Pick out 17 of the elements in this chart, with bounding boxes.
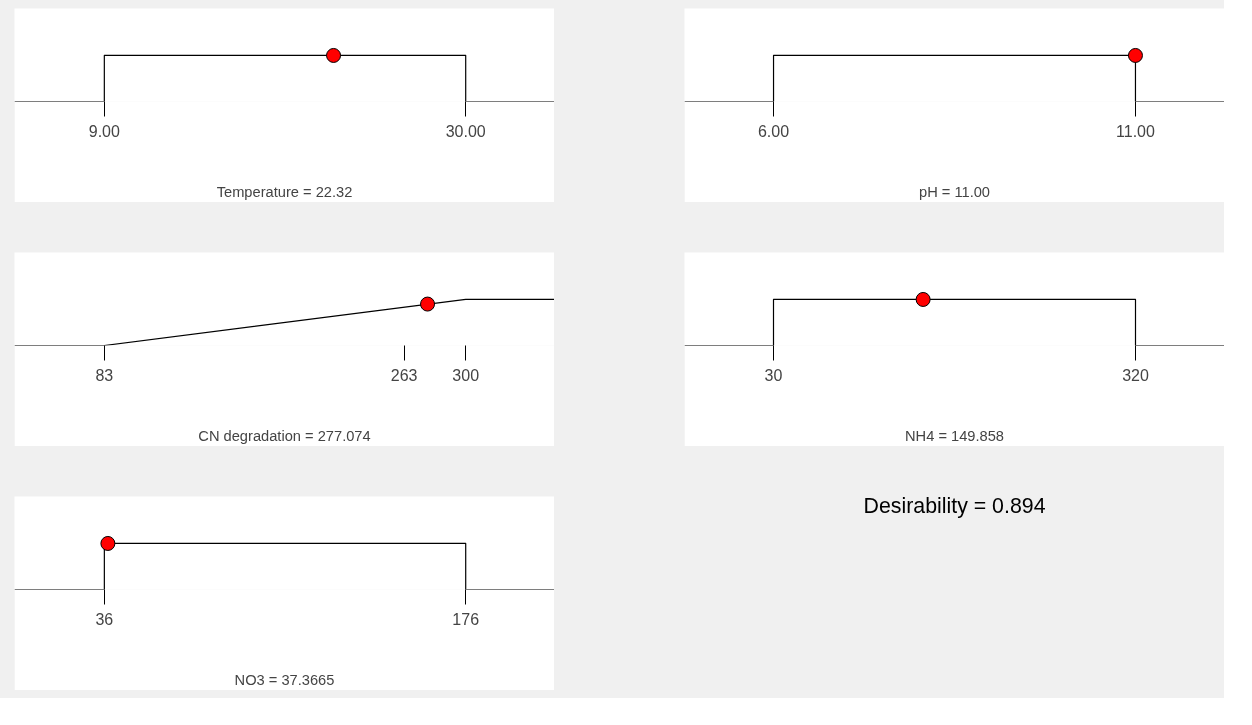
x-tick-label: 30.00	[445, 122, 486, 140]
x-tick-label: 30	[764, 366, 783, 384]
x-axis-title: NO3 = 37.3665	[234, 671, 335, 688]
x-axis-title: CN degradation = 277.074	[198, 427, 371, 444]
x-tick-label: 6.00	[757, 122, 790, 140]
text: Desirability = 0.894	[863, 493, 1046, 518]
x-tick-label: 263	[390, 366, 418, 384]
x-tick-label: 9.00	[88, 122, 120, 140]
x-axis-title: Temperature = 22.32	[216, 183, 353, 200]
x-tick-label: 36	[95, 610, 114, 628]
x-axis-title: NH4 = 149.858	[905, 427, 1005, 444]
x-tick-label: 83	[95, 366, 114, 384]
x-tick-label: 300	[452, 366, 480, 384]
x-tick-label: 11.00	[1116, 122, 1155, 140]
x-tick-label: 176	[452, 610, 480, 628]
x-axis-title: pH = 11.00	[918, 183, 991, 200]
x-tick-label: 320	[1122, 366, 1149, 384]
